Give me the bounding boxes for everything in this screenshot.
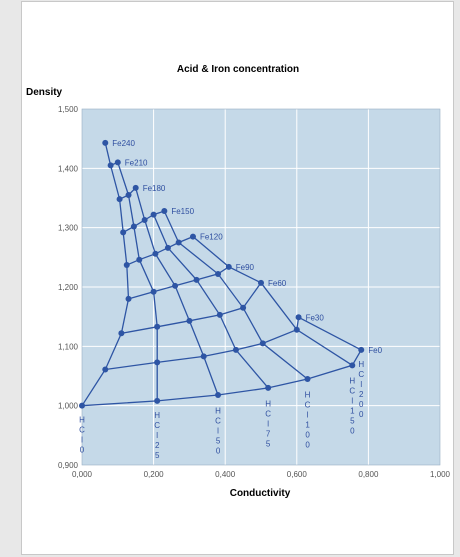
data-point xyxy=(150,211,157,218)
fe-label: Fe120 xyxy=(200,233,223,242)
data-point xyxy=(259,340,266,347)
y-tick-label: 1,000 xyxy=(58,402,79,411)
data-point xyxy=(358,346,365,353)
y-axis-label: Density xyxy=(26,87,63,98)
data-point xyxy=(102,139,109,146)
y-tick-label: 1,400 xyxy=(58,164,79,173)
data-point xyxy=(225,263,232,270)
data-point xyxy=(216,311,223,318)
fe-label: Fe210 xyxy=(125,158,148,167)
fe-line-6 xyxy=(121,282,262,334)
data-point xyxy=(186,317,193,324)
fe-label: Fe240 xyxy=(112,139,135,148)
fe-label: Fe180 xyxy=(143,184,166,193)
x-axis-label: Conductivity xyxy=(230,488,291,499)
x-tick-label: 0,600 xyxy=(287,470,308,479)
fe-label: Fe150 xyxy=(171,207,194,216)
data-point xyxy=(215,391,222,398)
data-point xyxy=(175,239,182,246)
x-tick-label: 0,200 xyxy=(144,470,165,479)
data-point xyxy=(79,402,85,409)
data-point xyxy=(141,216,148,223)
x-tick-label: 1,000 xyxy=(430,470,451,479)
plot-frame xyxy=(81,108,441,466)
data-point xyxy=(189,233,196,240)
x-tick-label: 0,400 xyxy=(215,470,236,479)
data-point xyxy=(240,304,247,311)
fe-label: Fe60 xyxy=(268,279,287,288)
hcl-line-4 xyxy=(163,210,308,380)
data-point xyxy=(130,223,137,230)
data-point xyxy=(132,184,139,191)
data-point xyxy=(107,162,114,169)
data-point xyxy=(258,279,264,286)
data-point xyxy=(150,288,157,295)
data-point xyxy=(164,244,171,251)
data-point xyxy=(293,326,300,333)
y-tick-label: 1,500 xyxy=(58,105,79,114)
data-point xyxy=(304,375,311,382)
data-point xyxy=(232,346,239,353)
fe-label: Fe90 xyxy=(236,263,255,272)
hcl-line-3 xyxy=(153,214,269,389)
fe-label: Fe0 xyxy=(368,346,382,355)
data-point xyxy=(120,229,127,236)
data-point xyxy=(295,314,302,321)
chart: Acid & Iron concentration Density Conduc… xyxy=(26,64,451,499)
y-tick-label: 1,200 xyxy=(58,283,79,292)
data-point xyxy=(114,159,121,166)
y-tick-label: 0,900 xyxy=(58,461,79,470)
data-point xyxy=(161,208,168,215)
data-point xyxy=(200,353,207,360)
data-point xyxy=(265,384,272,391)
data-point xyxy=(125,192,132,199)
data-point xyxy=(349,362,356,369)
y-tick-label: 1,300 xyxy=(58,224,79,233)
data-point xyxy=(154,323,161,330)
x-tick-label: 0,000 xyxy=(72,470,93,479)
data-point xyxy=(102,366,109,373)
data-point xyxy=(154,359,161,366)
data-point xyxy=(154,397,161,404)
data-point xyxy=(118,330,125,337)
data-point xyxy=(193,276,200,283)
y-tick-label: 1,100 xyxy=(58,342,79,351)
data-point xyxy=(123,262,130,269)
hcl-line-6 xyxy=(298,316,362,351)
data-point xyxy=(116,196,123,203)
fe-label: Fe30 xyxy=(306,313,325,322)
data-point xyxy=(172,282,179,289)
data-point xyxy=(152,250,159,257)
data-point xyxy=(136,256,143,263)
data-point xyxy=(125,295,132,302)
chart-sheet: Acid & Iron concentration Density Conduc… xyxy=(21,1,454,555)
plot-area: 0,000 0,200 0,400 0,600 0,800 1,000 0,900 1,000… xyxy=(58,105,451,479)
hcl-line-1 xyxy=(117,162,158,401)
data-point xyxy=(215,270,222,277)
x-tick-label: 0,800 xyxy=(358,470,379,479)
chart-title: Acid & Iron concentration xyxy=(177,64,299,75)
